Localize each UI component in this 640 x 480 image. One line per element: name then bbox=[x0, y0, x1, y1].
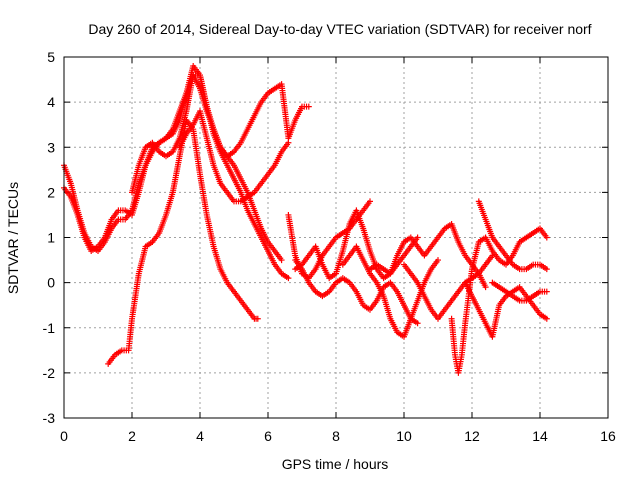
data-point bbox=[278, 257, 285, 264]
x-tick-label: 8 bbox=[332, 428, 340, 444]
y-tick-label: -2 bbox=[43, 365, 56, 381]
data-point bbox=[435, 257, 441, 264]
series-trace-11 bbox=[401, 252, 496, 322]
data-marks bbox=[61, 63, 550, 376]
series-trace-13 bbox=[475, 198, 550, 273]
y-tick-label: 3 bbox=[47, 139, 55, 155]
data-point bbox=[543, 288, 550, 295]
y-tick-label: -3 bbox=[43, 410, 56, 426]
series-trace-15 bbox=[489, 279, 550, 304]
series-trace-5 bbox=[176, 108, 292, 205]
data-point bbox=[285, 275, 292, 282]
series-trace-14 bbox=[462, 279, 550, 340]
x-tick-label: 2 bbox=[128, 428, 136, 444]
data-point bbox=[285, 139, 292, 146]
chart-title: Day 260 of 2014, Sidereal Day-to-day VTE… bbox=[88, 21, 591, 37]
y-tick-label: 1 bbox=[47, 230, 55, 246]
series-trace-8 bbox=[292, 257, 421, 327]
data-point bbox=[543, 234, 550, 241]
data-point bbox=[414, 234, 421, 241]
y-tick-label: -1 bbox=[43, 320, 56, 336]
series-trace-3 bbox=[105, 117, 261, 367]
series-trace-7 bbox=[292, 207, 421, 282]
x-tick-label: 10 bbox=[396, 428, 412, 444]
data-point bbox=[367, 198, 373, 205]
y-axis-label: SDTVAR / TECUs bbox=[5, 182, 21, 294]
x-tick-label: 0 bbox=[60, 428, 68, 444]
series-trace-2 bbox=[61, 63, 292, 282]
data-point bbox=[305, 103, 312, 110]
x-tick-label: 14 bbox=[532, 428, 548, 444]
x-axis-label: GPS time / hours bbox=[282, 456, 389, 472]
x-tick-label: 4 bbox=[196, 428, 204, 444]
y-tick-label: 0 bbox=[47, 275, 55, 291]
data-point bbox=[482, 284, 489, 291]
plot-frame bbox=[63, 56, 609, 419]
x-tick-label: 16 bbox=[600, 428, 616, 444]
data-point bbox=[254, 315, 261, 322]
x-tick-label: 6 bbox=[264, 428, 272, 444]
data-point bbox=[414, 320, 421, 327]
series-trace-12 bbox=[448, 225, 550, 376]
y-tick-label: 2 bbox=[47, 184, 55, 200]
x-tick-label: 12 bbox=[464, 428, 480, 444]
data-point bbox=[543, 315, 550, 322]
y-tick-label: 5 bbox=[47, 49, 55, 65]
data-point bbox=[543, 266, 550, 273]
y-tick-label: 4 bbox=[47, 94, 55, 110]
series-trace-4 bbox=[129, 72, 312, 196]
series-trace-1 bbox=[61, 72, 285, 264]
